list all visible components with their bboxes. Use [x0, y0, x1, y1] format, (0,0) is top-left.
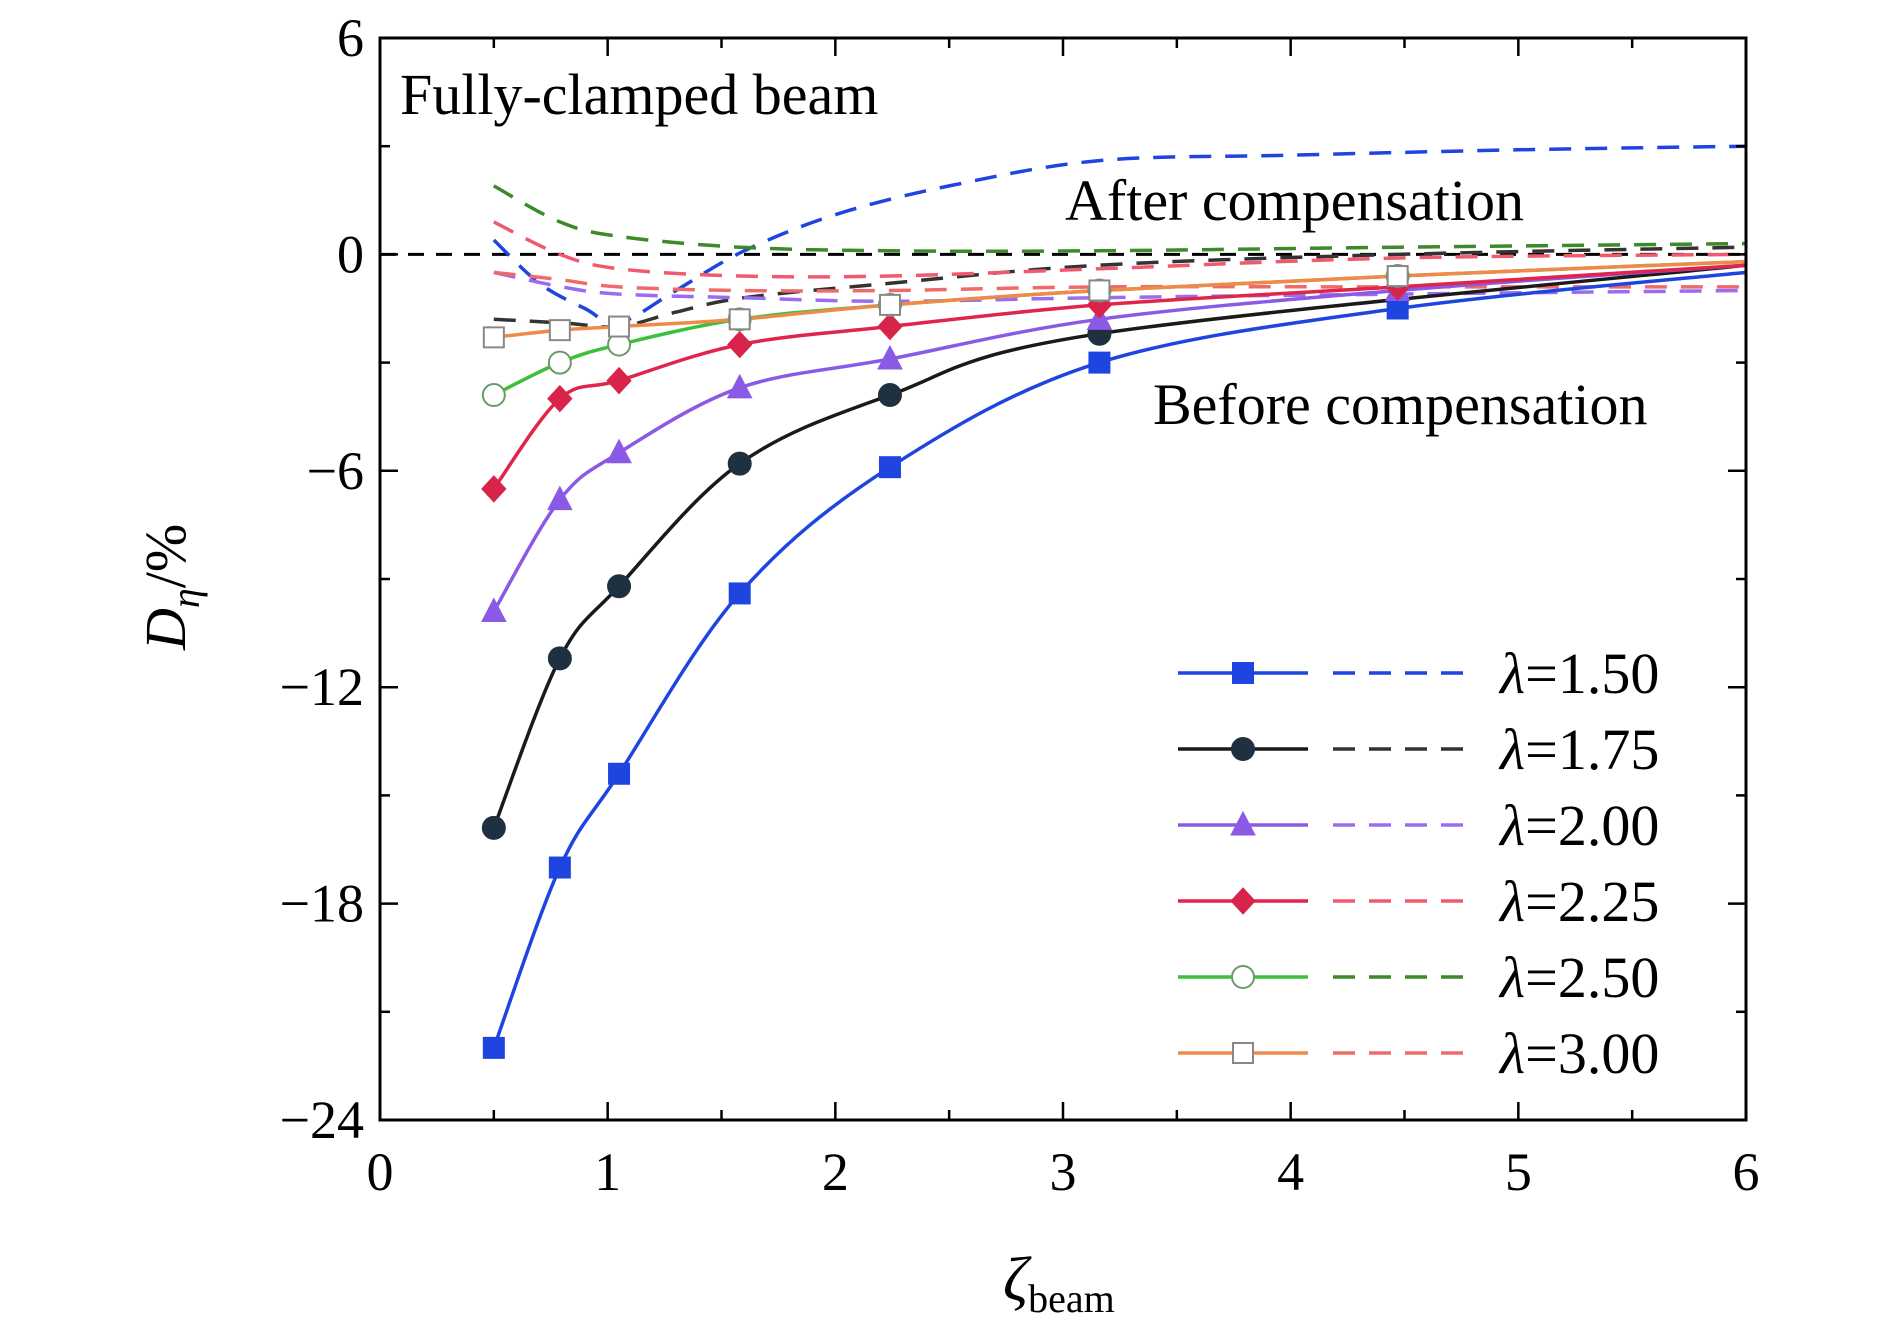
y-axis-label: Dη/%: [133, 524, 208, 651]
series-6-marker-1: [482, 326, 505, 349]
series-after-line-4: [493, 220, 1747, 279]
series-6-marker-6: [1088, 279, 1111, 302]
legend-lambda-symbol: λ: [1498, 869, 1525, 934]
series-6-marker-5: [878, 293, 901, 316]
series-3-marker-3: [606, 438, 632, 464]
series-1-marker-7: [1386, 297, 1409, 320]
legend-lambda-value: =1.75: [1525, 717, 1659, 782]
x-tick-label-4: 4: [1277, 1142, 1304, 1202]
legend-label-4: λ=2.25: [1498, 869, 1659, 934]
series-4-marker-3: [606, 366, 632, 395]
y-axis-label-main: D: [133, 608, 198, 651]
series-6-marker-2: [548, 319, 571, 342]
legend-lambda-value: =1.50: [1525, 641, 1659, 706]
series-2-marker-1: [481, 815, 506, 840]
series-3-marker-2: [547, 485, 573, 511]
legend-marker-6: [1232, 1042, 1254, 1064]
series-1-marker-3: [608, 762, 631, 785]
series-6-marker-3: [608, 315, 631, 338]
y-tick-label-5: 6: [337, 8, 364, 68]
legend: λ=1.50λ=1.75λ=2.00λ=2.25λ=2.50λ=3.00: [1178, 641, 1659, 1086]
x-tick-label-0: 0: [367, 1142, 394, 1202]
series-4-marker-1: [481, 475, 507, 503]
x-axis-label-sub: beam: [1028, 1276, 1115, 1321]
series-4-marker-4: [727, 330, 753, 359]
series-1-marker-1: [482, 1036, 505, 1059]
y-tick-label-0: −24: [280, 1090, 364, 1150]
series-2-marker-5: [877, 383, 902, 408]
series-before-line-4: [492, 263, 1747, 490]
annotation-before-compensation: Before compensation: [1153, 372, 1647, 437]
series-before-line-3: [492, 263, 1747, 613]
series-1-marker-5: [878, 456, 901, 479]
axis-ticks: 0 1 2 3 4 5 6 −24 −18 −12 −6 0 6: [280, 8, 1760, 1202]
y-tick-label-4: 0: [337, 224, 364, 284]
series-1-marker-2: [548, 856, 571, 879]
series-6-marker-7: [1386, 265, 1409, 288]
x-axis-label-main: ζ: [1003, 1246, 1032, 1314]
legend-label-1: λ=1.50: [1498, 641, 1659, 706]
legend-lambda-value: =2.50: [1525, 945, 1659, 1010]
y-tick-label-2: −12: [280, 657, 364, 717]
series-3-marker-4: [726, 373, 753, 399]
x-tick-label-6: 6: [1733, 1142, 1760, 1202]
series-after-line-5: [492, 184, 1747, 253]
x-tick-label-5: 5: [1505, 1142, 1532, 1202]
series-5-marker-2: [547, 350, 572, 375]
legend-label-6: λ=3.00: [1498, 1021, 1659, 1086]
legend-marker-5: [1231, 965, 1255, 989]
series-4-marker-5: [877, 312, 903, 341]
legend-lambda-value: =2.25: [1525, 869, 1659, 934]
x-tick-label-1: 1: [594, 1142, 621, 1202]
legend-marker-4: [1230, 887, 1256, 915]
series-6-marker-4: [728, 308, 751, 331]
series-3-marker-5: [877, 344, 903, 370]
legend-lambda-symbol: λ: [1498, 1021, 1525, 1086]
x-axis-label: ζbeam: [1003, 1246, 1115, 1321]
series-after-line-1: [492, 144, 1747, 326]
annotation-title: Fully-clamped beam: [400, 62, 878, 127]
series-5-marker-1: [481, 383, 506, 408]
series-3-marker-1: [481, 597, 507, 622]
legend-lambda-symbol: λ: [1498, 641, 1525, 706]
legend-lambda-symbol: λ: [1498, 945, 1525, 1010]
legend-label-5: λ=2.50: [1498, 945, 1659, 1010]
y-tick-label-1: −18: [280, 874, 364, 934]
series-1-marker-6: [1088, 351, 1111, 374]
series-2-marker-4: [727, 451, 752, 476]
plot-area: [380, 144, 1747, 1059]
series-1-marker-4: [728, 582, 751, 605]
series-2-marker-2: [547, 646, 572, 671]
legend-marker-1: [1232, 662, 1254, 684]
y-axis-label-suffix: /%: [133, 524, 198, 588]
x-tick-label-3: 3: [1050, 1142, 1077, 1202]
annotation-after-compensation: After compensation: [1065, 168, 1524, 233]
legend-lambda-value: =3.00: [1525, 1021, 1659, 1086]
legend-marker-3: [1230, 810, 1256, 836]
series-before-line-6: [493, 259, 1747, 340]
x-tick-label-2: 2: [822, 1142, 849, 1202]
legend-label-2: λ=1.75: [1498, 717, 1659, 782]
y-axis-label-sub: η: [163, 588, 208, 608]
series-2-marker-3: [607, 574, 632, 599]
legend-lambda-symbol: λ: [1498, 717, 1525, 782]
legend-lambda-value: =2.00: [1525, 793, 1659, 858]
legend-marker-2: [1231, 737, 1255, 761]
legend-lambda-symbol: λ: [1498, 793, 1525, 858]
series-4-marker-2: [547, 384, 573, 413]
legend-label-3: λ=2.00: [1498, 793, 1659, 858]
y-tick-label-3: −6: [307, 441, 364, 501]
